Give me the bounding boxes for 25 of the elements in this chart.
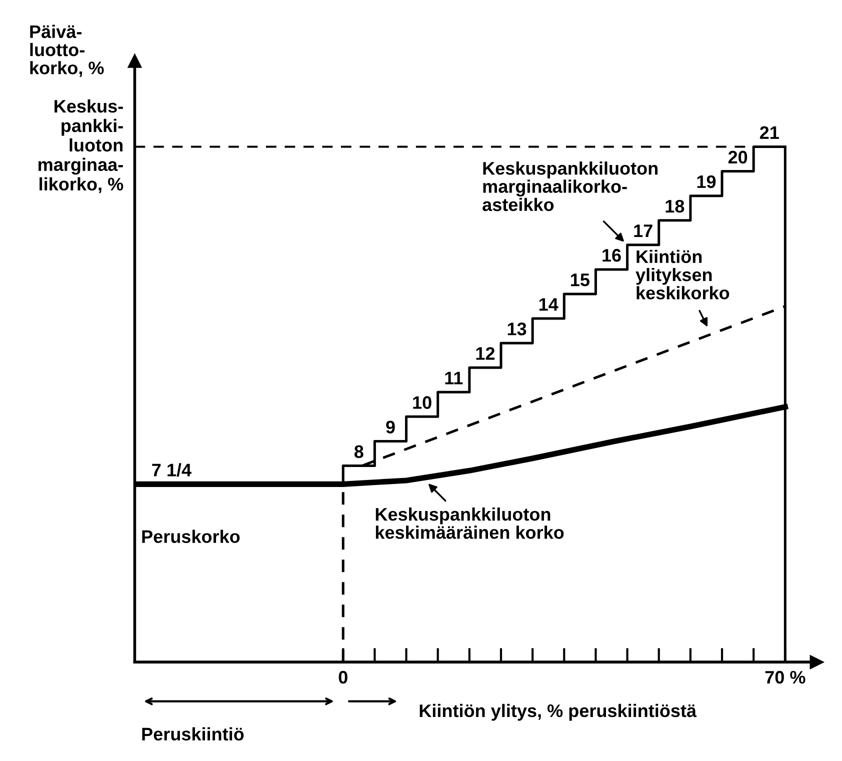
y-axis-title: Päivä- luotto- korko, % bbox=[30, 24, 104, 77]
ref-line-label: Keskus- pankki- luoton marginaa- likorko, % bbox=[38, 99, 124, 194]
annotation: Keskuspankkiluoton keskimääräinen korko bbox=[376, 507, 564, 539]
data-label: 7 1/4 bbox=[152, 463, 192, 477]
annotation: Peruskorko bbox=[142, 530, 240, 543]
data-label: 19 bbox=[697, 175, 716, 188]
text: Peruskiintiö bbox=[142, 727, 244, 741]
data-label: 16 bbox=[602, 248, 621, 262]
data-label: 15 bbox=[571, 274, 590, 286]
x-axis-title: Kiintiön ylitys, % peruskiintiöstä bbox=[420, 704, 697, 721]
x-tick-label: 70 % bbox=[765, 670, 806, 684]
data-label: 10 bbox=[413, 396, 432, 409]
annotation: Keskuspankkiluoton marginaalikorko- asteikko bbox=[482, 161, 658, 212]
x-tick-label: 0 bbox=[338, 670, 348, 684]
annotation: Kiintiön ylityksen keskikorko bbox=[636, 250, 730, 300]
data-label: 13 bbox=[508, 322, 526, 336]
data-label: 12 bbox=[476, 347, 495, 360]
data-label: 18 bbox=[666, 200, 684, 213]
data-label: 20 bbox=[728, 150, 748, 164]
data-label: 9 bbox=[386, 420, 395, 434]
data-label: 11 bbox=[445, 372, 463, 384]
data-label: 17 bbox=[634, 224, 652, 238]
data-label: 8 bbox=[354, 445, 364, 458]
data-label: 14 bbox=[539, 298, 558, 311]
data-label: 21 bbox=[760, 126, 779, 139]
